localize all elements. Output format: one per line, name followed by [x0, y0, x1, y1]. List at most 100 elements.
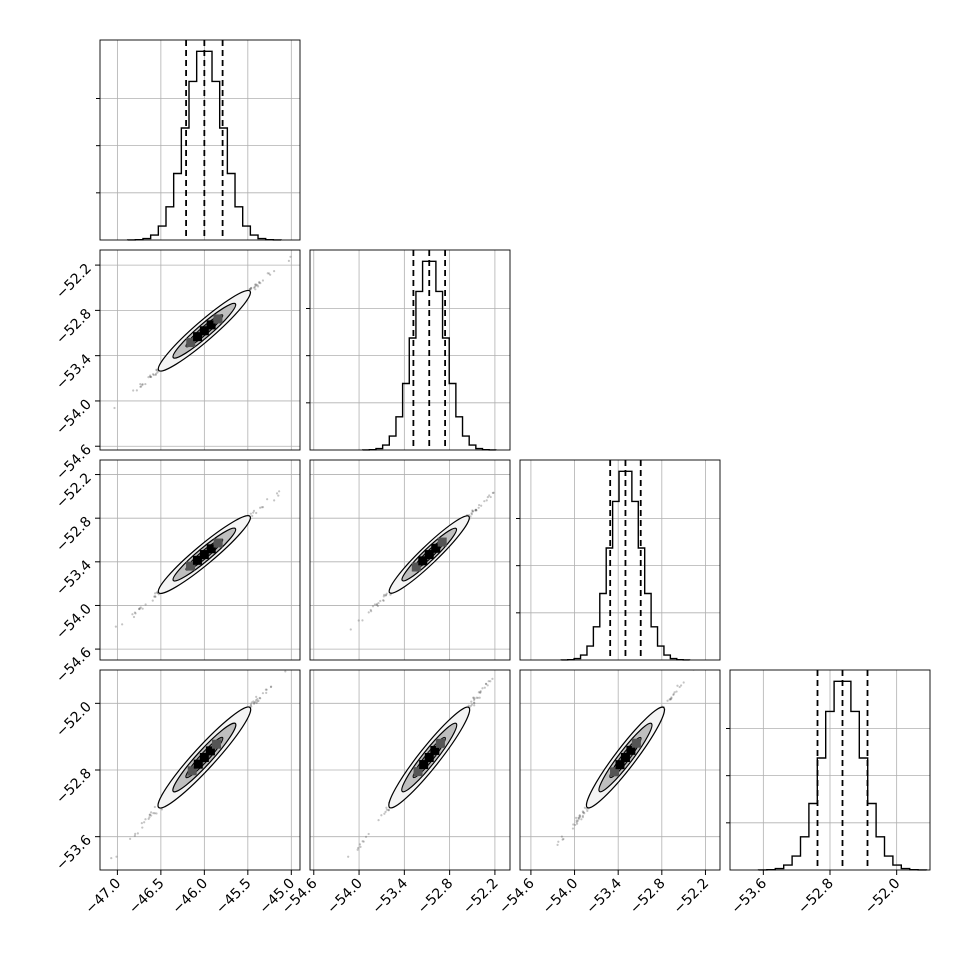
sample-point: [581, 814, 584, 817]
sample-point: [155, 369, 158, 372]
sample-point: [153, 805, 156, 809]
sample-point: [474, 508, 477, 512]
sample-point: [485, 682, 488, 686]
sample-point: [475, 509, 478, 512]
sample-point: [256, 283, 259, 287]
axes-frame: [519, 459, 721, 661]
sample-point: [144, 382, 147, 386]
histogram-panel-0: [96, 39, 301, 241]
sample-point: [382, 599, 385, 602]
sample-point: [150, 375, 153, 379]
sample-point: [251, 514, 254, 518]
sample-point: [576, 819, 579, 823]
sample-point: [147, 817, 150, 821]
sample-point: [357, 846, 360, 850]
scatter-panel-3-1: [309, 669, 511, 871]
sample-point: [375, 603, 378, 606]
density-cell: [186, 338, 196, 348]
sample-point: [260, 506, 263, 509]
sample-point: [149, 375, 152, 379]
panel-background: [310, 460, 510, 660]
sample-point: [257, 699, 260, 702]
sample-point: [152, 373, 155, 377]
histogram-background: [100, 40, 300, 240]
x-tick-label: −52.2: [671, 876, 713, 918]
sample-point: [491, 491, 494, 495]
sample-point: [574, 816, 578, 820]
sample-point: [473, 697, 476, 700]
sample-point: [578, 814, 581, 817]
sample-point: [252, 511, 255, 514]
sample-point: [153, 595, 156, 598]
sample-point: [361, 619, 364, 622]
sample-point: [261, 506, 265, 509]
sample-point: [359, 845, 362, 848]
density-cell: [213, 538, 223, 548]
sample-point: [141, 383, 144, 386]
sample-point: [672, 692, 675, 696]
sample-point: [474, 509, 477, 512]
sample-point: [256, 700, 259, 703]
sample-point: [473, 704, 476, 707]
sample-point: [138, 607, 141, 610]
sample-point: [538, 872, 540, 874]
sample-point: [582, 811, 585, 814]
sample-point: [470, 703, 474, 706]
sample-point: [471, 510, 475, 513]
sample-point: [269, 685, 273, 689]
y-tick-label: −52.8: [53, 766, 95, 808]
sample-point: [249, 512, 252, 515]
sample-point: [287, 259, 290, 263]
density-cell: [620, 753, 630, 762]
density-cell: [186, 561, 196, 571]
sample-point: [475, 696, 478, 699]
sample-point: [376, 604, 380, 608]
sample-point: [669, 697, 672, 701]
sample-point: [138, 607, 141, 611]
sample-point: [252, 700, 255, 703]
y-tick-label: −52.0: [53, 699, 95, 741]
density-cell: [199, 326, 209, 336]
sample-point: [491, 677, 494, 680]
sample-point: [367, 611, 370, 614]
sample-point: [579, 815, 582, 818]
scatter-panel-1-0: [99, 249, 301, 451]
sample-point: [385, 808, 389, 811]
y-tick-label: −52.8: [53, 306, 95, 348]
x-tick-label: −47.0: [83, 876, 125, 918]
sample-point: [255, 695, 258, 698]
sample-point: [474, 508, 478, 511]
sample-point: [670, 696, 673, 699]
sample-point: [155, 591, 158, 594]
sample-point: [475, 509, 478, 512]
sample-point: [670, 697, 673, 700]
panel-content: [113, 255, 292, 410]
sample-point: [571, 827, 575, 830]
sample-point: [470, 512, 473, 515]
histogram-panel-3: [726, 669, 931, 871]
sample-point: [129, 837, 132, 840]
histogram-panel-2: [516, 459, 721, 661]
y-tick-label: −54.6: [53, 645, 95, 687]
sample-point: [669, 698, 672, 701]
sample-point: [154, 595, 157, 598]
sample-point: [572, 823, 575, 826]
sample-point: [254, 284, 258, 287]
sample-point: [581, 810, 584, 813]
sample-point: [575, 821, 578, 824]
sample-point: [156, 371, 159, 374]
density-cell: [424, 550, 434, 560]
sample-point: [371, 605, 375, 608]
sample-point: [252, 702, 256, 705]
sample-point: [580, 818, 583, 821]
sample-point: [477, 691, 480, 694]
sample-point: [473, 701, 476, 704]
sample-point: [472, 696, 476, 699]
sample-point: [575, 822, 579, 825]
y-tick-label: −53.4: [53, 351, 95, 393]
sample-point: [148, 813, 151, 817]
sample-point: [153, 812, 156, 815]
sample-point: [578, 816, 581, 819]
x-tick-label: −52.0: [862, 876, 904, 918]
x-tick-label: −54.0: [540, 876, 582, 918]
